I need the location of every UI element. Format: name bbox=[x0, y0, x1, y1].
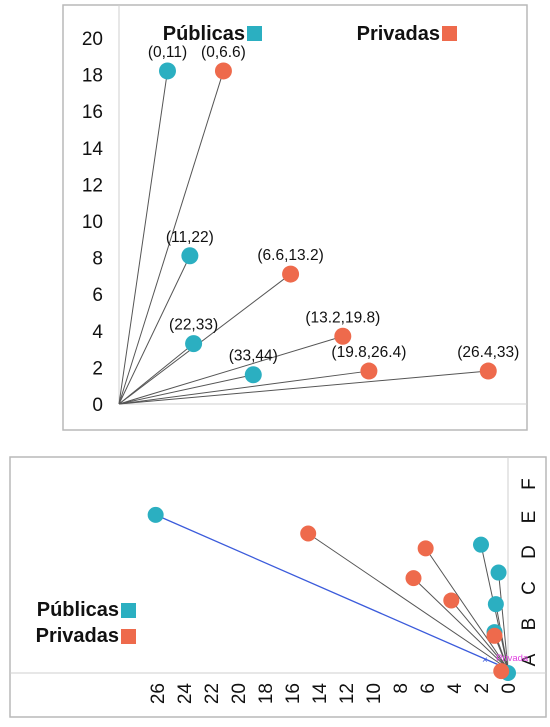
chart-bottom-points bbox=[147, 506, 516, 681]
x-tick-label: 24 bbox=[175, 683, 196, 705]
data-label: (0,6.6) bbox=[201, 44, 246, 61]
chart-top-rays bbox=[118, 70, 489, 405]
ray-line bbox=[307, 533, 509, 670]
publicas-point bbox=[181, 247, 199, 265]
privadas-point bbox=[360, 362, 378, 380]
y-tick-label: 16 bbox=[82, 102, 103, 123]
y-tick-label: 14 bbox=[82, 139, 104, 160]
chart-top-points bbox=[158, 62, 497, 384]
ray-line bbox=[118, 370, 369, 405]
privadas-point bbox=[282, 265, 300, 283]
x-tick-label: 2 bbox=[472, 683, 493, 694]
ray-line bbox=[118, 374, 254, 405]
chart-bottom-category-labels: A B C D E F bbox=[519, 478, 540, 666]
chart-top: 0 2 4 6 8 10 12 14 16 18 20 (0,11) (11,22) (22,33) (3… bbox=[62, 4, 528, 431]
privadas-point bbox=[417, 540, 434, 557]
legend-label-privadas: Privadas bbox=[357, 23, 440, 45]
privadas-point bbox=[479, 362, 497, 380]
ray-line bbox=[118, 273, 291, 405]
chart-top-frame bbox=[62, 4, 528, 431]
category-label: C bbox=[519, 581, 540, 595]
privadas-point bbox=[214, 62, 232, 80]
ray-line bbox=[118, 335, 343, 405]
x-tick-label: 16 bbox=[283, 683, 304, 704]
data-label: (26.4,33) bbox=[457, 344, 519, 361]
x-tick-label: 26 bbox=[148, 683, 169, 704]
x-tick-label: 10 bbox=[364, 683, 385, 704]
x-tick-label: 6 bbox=[418, 683, 439, 694]
ray-line bbox=[498, 572, 509, 670]
legend-swatch-publicas bbox=[121, 603, 136, 618]
data-label: (6.6,13.2) bbox=[257, 247, 323, 264]
publicas-point bbox=[473, 536, 489, 553]
x-tick-label: 12 bbox=[337, 683, 358, 704]
ray-line bbox=[155, 514, 509, 670]
data-label: (0,11) bbox=[148, 44, 187, 61]
chart-bottom-rays bbox=[155, 514, 509, 673]
ray-line bbox=[118, 255, 191, 405]
legend-label-privadas: Privadas bbox=[36, 625, 119, 647]
ray-line bbox=[118, 70, 224, 405]
ray-line bbox=[425, 548, 509, 670]
publicas-point bbox=[185, 335, 203, 353]
privadas-point bbox=[334, 327, 352, 345]
data-label: (13.2,19.8) bbox=[305, 309, 380, 326]
ray-line bbox=[413, 577, 509, 670]
chart-top-point-labels: (0,11) (11,22) (22,33) (33,44) (0,6.6) (6.6,1… bbox=[148, 44, 519, 365]
data-label: (33,44) bbox=[229, 348, 278, 365]
ray-line bbox=[118, 370, 489, 405]
legend-label-publicas: Públicas bbox=[37, 599, 119, 621]
y-tick-label: 2 bbox=[92, 358, 103, 379]
category-label: E bbox=[519, 511, 540, 524]
data-label: (11,22) bbox=[166, 229, 214, 246]
publicas-point bbox=[147, 506, 164, 523]
y-tick-label: 10 bbox=[82, 212, 103, 233]
x-tick-label: 8 bbox=[391, 683, 412, 694]
y-tick-label: 12 bbox=[82, 175, 103, 196]
category-label: B bbox=[519, 618, 540, 631]
privadas-point bbox=[443, 592, 460, 609]
publicas-point bbox=[487, 596, 504, 613]
x-tick-label: 0 bbox=[499, 683, 520, 694]
chart-bottom-frame bbox=[9, 456, 547, 718]
publicas-point bbox=[244, 366, 262, 384]
y-tick-label: 0 bbox=[92, 395, 103, 416]
category-label: D bbox=[519, 545, 540, 559]
x-tick-label: 4 bbox=[445, 683, 466, 694]
privadas-point bbox=[486, 627, 503, 644]
ray-line bbox=[118, 70, 168, 405]
category-label: F bbox=[519, 478, 540, 490]
y-tick-label: 18 bbox=[82, 66, 103, 87]
publicas-point bbox=[158, 62, 176, 80]
ray-line bbox=[450, 600, 509, 670]
x-tick-label: 22 bbox=[202, 683, 223, 704]
y-tick-label: 4 bbox=[92, 322, 103, 343]
legend-swatch-privadas bbox=[442, 26, 457, 41]
chart-top-legend: Públicas Privadas bbox=[163, 23, 457, 45]
data-label: (22,33) bbox=[169, 317, 218, 334]
origin-annotation: Privada bbox=[496, 653, 529, 664]
y-tick-label: 8 bbox=[92, 249, 103, 270]
legend-swatch-publicas bbox=[247, 26, 262, 41]
legend-label-publicas: Públicas bbox=[163, 23, 245, 45]
privadas-point bbox=[300, 525, 317, 542]
chart-bottom-legend: Públicas Privadas bbox=[36, 599, 136, 647]
chart-bottom-origin-annotation: × Privada bbox=[482, 653, 529, 666]
ray-line bbox=[118, 343, 194, 405]
data-label: (19.8,26.4) bbox=[331, 344, 406, 361]
category-label: A bbox=[519, 653, 540, 666]
chart-top-y-tick-labels: 0 2 4 6 8 10 12 14 16 18 20 bbox=[82, 29, 104, 416]
origin-marker: × bbox=[482, 655, 488, 666]
x-tick-label: 20 bbox=[229, 683, 250, 704]
y-tick-label: 6 bbox=[92, 285, 103, 306]
legend-swatch-privadas bbox=[121, 629, 136, 644]
privadas-point bbox=[405, 570, 422, 587]
privadas-point bbox=[493, 663, 510, 680]
y-tick-label: 20 bbox=[82, 29, 103, 50]
x-tick-label: 18 bbox=[256, 683, 277, 704]
x-tick-label: 14 bbox=[310, 683, 331, 705]
publicas-point bbox=[490, 564, 507, 581]
